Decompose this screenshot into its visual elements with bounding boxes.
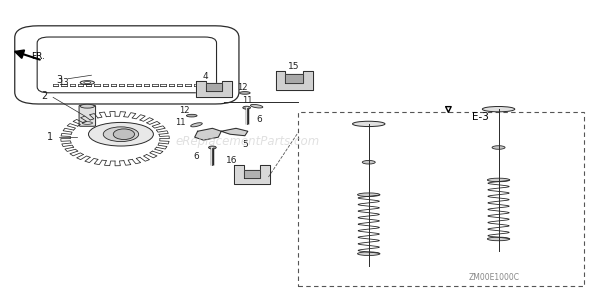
Ellipse shape <box>240 91 250 94</box>
Polygon shape <box>206 83 222 91</box>
Text: 5: 5 <box>242 140 248 149</box>
Ellipse shape <box>103 127 139 142</box>
Text: 4: 4 <box>202 72 208 81</box>
Ellipse shape <box>487 178 510 182</box>
Polygon shape <box>244 170 260 178</box>
Ellipse shape <box>80 104 94 108</box>
Text: 16: 16 <box>226 156 238 165</box>
Text: ZM00E1000C: ZM00E1000C <box>468 273 519 282</box>
Polygon shape <box>221 128 248 136</box>
Text: eReplacementParts.com: eReplacementParts.com <box>176 135 320 148</box>
Text: 1: 1 <box>47 132 53 142</box>
Text: 11: 11 <box>242 96 253 105</box>
Bar <box>298 112 584 286</box>
Text: 11: 11 <box>175 118 185 127</box>
Ellipse shape <box>352 121 385 127</box>
Ellipse shape <box>209 146 216 149</box>
Text: 15: 15 <box>287 62 299 71</box>
Polygon shape <box>196 81 232 97</box>
Polygon shape <box>195 128 221 140</box>
Ellipse shape <box>358 252 380 255</box>
Text: 6: 6 <box>194 152 199 161</box>
Ellipse shape <box>88 122 153 146</box>
Polygon shape <box>276 71 313 90</box>
Ellipse shape <box>251 104 263 108</box>
Text: E-3: E-3 <box>472 112 489 122</box>
Circle shape <box>113 129 135 140</box>
Ellipse shape <box>358 193 380 196</box>
Text: 3: 3 <box>56 75 62 85</box>
Text: 12: 12 <box>237 83 247 91</box>
Polygon shape <box>234 165 270 184</box>
Ellipse shape <box>487 237 510 241</box>
Ellipse shape <box>191 123 202 127</box>
Text: 6: 6 <box>257 115 263 124</box>
Polygon shape <box>285 74 303 83</box>
Ellipse shape <box>362 160 375 164</box>
Ellipse shape <box>492 146 505 149</box>
Ellipse shape <box>242 106 250 109</box>
Text: 2: 2 <box>41 91 47 101</box>
FancyBboxPatch shape <box>79 105 96 126</box>
Text: 12: 12 <box>179 106 189 115</box>
Text: FR.: FR. <box>31 52 45 60</box>
Text: 13: 13 <box>58 78 69 87</box>
Ellipse shape <box>186 114 197 117</box>
Ellipse shape <box>483 106 514 112</box>
